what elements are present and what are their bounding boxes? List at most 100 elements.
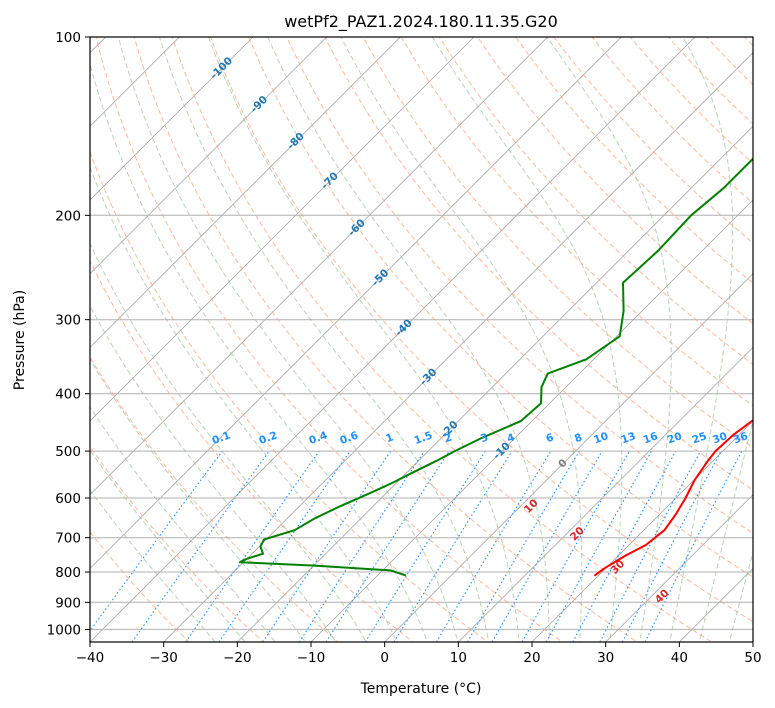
- dry-adiabat-line: [90, 445, 265, 642]
- moist-adiabat-line: [90, 358, 306, 642]
- dry-adiabat-line: [362, 37, 753, 449]
- moist-adiabat-line: [207, 37, 520, 642]
- temperature-profile-line: [594, 419, 753, 577]
- mixing-ratio-label: 4: [505, 431, 516, 445]
- isotherm-line: [90, 37, 328, 275]
- mixing-ratio-line: [218, 450, 351, 642]
- mixing-ratio-label: 2: [443, 431, 454, 445]
- x-tick-label: −30: [149, 650, 178, 666]
- dry-adiabat-line: [667, 37, 753, 125]
- mixing-ratio-label: 36: [732, 430, 750, 446]
- isotherm-line: [90, 37, 475, 422]
- x-tick-label: −20: [223, 650, 252, 666]
- dry-adiabat-line: [400, 37, 753, 407]
- x-axis-title: Temperature (°C): [360, 681, 482, 697]
- y-tick-label: 300: [55, 313, 81, 329]
- dry-adiabat-line: [90, 259, 414, 642]
- x-tick-label: 30: [597, 650, 614, 666]
- isotherm-line: [531, 420, 753, 642]
- dry-adiabat-line: [171, 37, 713, 642]
- isotherm-line: [457, 346, 753, 642]
- moist-adiabat-line: [669, 37, 734, 642]
- dry-adiabat-line: [95, 37, 564, 642]
- mixing-ratio-label: 10: [592, 430, 610, 446]
- isotherm-line: [384, 273, 753, 642]
- isotherm-line: [605, 494, 753, 642]
- mixing-ratio-label: 20: [666, 430, 684, 446]
- x-tick-label: −10: [297, 650, 326, 666]
- isotherm-line: [90, 37, 549, 496]
- mixing-ratio-label: 1: [384, 431, 395, 445]
- y-tick-label: 100: [55, 30, 81, 46]
- mixing-ratio-line: [90, 450, 223, 632]
- dry-adiabat-line: [477, 37, 753, 325]
- moist-adiabat-line: [699, 418, 753, 642]
- mixing-ratio-label: 13: [620, 430, 638, 446]
- x-tick-label: −40: [76, 650, 105, 666]
- dry-adiabat-line: [133, 37, 638, 642]
- moist-adiabat-line: [728, 550, 753, 642]
- dry-adiabat-line: [553, 37, 753, 244]
- mixing-ratio-label: 0.6: [338, 429, 360, 447]
- y-tick-label: 600: [55, 491, 81, 507]
- mixing-ratio-line: [325, 450, 450, 642]
- moist-adiabat-line: [158, 37, 490, 642]
- dewpoint-profile-line: [238, 157, 753, 577]
- isotherm-line: [90, 37, 622, 569]
- y-tick-label: 400: [55, 387, 81, 403]
- isotherm-line: [90, 37, 401, 348]
- mixing-ratio-label: 0.2: [257, 429, 279, 447]
- isotherm-line: [90, 37, 696, 642]
- mixing-ratio-line: [393, 450, 513, 642]
- dry-adiabat-line: [248, 37, 753, 578]
- mixing-ratio-line: [545, 450, 653, 642]
- y-tick-label: 200: [55, 208, 81, 224]
- moist-adiabat-line: [90, 489, 216, 642]
- y-axis-title: Pressure (hPa): [12, 290, 28, 390]
- mixing-ratio-label: 6: [544, 431, 555, 445]
- x-tick-label: 40: [671, 650, 688, 666]
- mixing-ratio-label: 30: [711, 430, 729, 446]
- dry-adiabat-line: [209, 37, 753, 623]
- plot-frame: [89, 36, 754, 643]
- mixing-ratio-label: 0.1: [211, 429, 233, 447]
- mixing-ratio-line: [491, 450, 603, 642]
- mixing-ratio-label: 25: [691, 430, 709, 446]
- chart-title: wetPf2_PAZ1.2024.180.11.35.G20: [284, 12, 558, 32]
- moist-adiabat-line: [90, 242, 367, 642]
- mixing-ratio-label: 3: [479, 431, 490, 445]
- moist-adiabat-line: [546, 37, 672, 642]
- moist-adiabat-line: [117, 37, 459, 642]
- mixing-ratio-line: [572, 450, 677, 642]
- moist-adiabat-line: [267, 37, 550, 642]
- x-tick-label: 20: [523, 650, 540, 666]
- dry-adiabat-line: [90, 531, 190, 642]
- dry-adiabat-line: [286, 37, 753, 534]
- dry-adiabat-line: [591, 37, 753, 204]
- mixing-ratio-label: 1.5: [413, 429, 435, 447]
- moist-adiabat-line: [340, 37, 583, 642]
- moist-adiabat-line: [90, 62, 428, 642]
- dry-adiabat-line: [90, 150, 489, 642]
- y-tick-label: 900: [55, 595, 81, 611]
- x-tick-label: 50: [744, 650, 761, 666]
- mixing-ratio-label: 8: [573, 431, 584, 445]
- moist-adiabat-line: [90, 305, 337, 642]
- mixing-ratio-line: [131, 450, 270, 642]
- mixing-ratio-line: [521, 450, 630, 642]
- mixing-ratio-line: [467, 450, 580, 642]
- y-tick-label: 500: [55, 444, 81, 460]
- y-tick-label: 1000: [47, 622, 81, 638]
- mixing-ratio-label: 16: [642, 430, 660, 446]
- x-tick-label: 10: [450, 650, 467, 666]
- mixing-ratio-line: [364, 450, 486, 642]
- y-tick-label: 700: [55, 531, 81, 547]
- mixing-ratio-line: [185, 450, 320, 642]
- isotherm-line: [236, 125, 753, 642]
- x-tick-label: 0: [380, 650, 389, 666]
- moist-adiabat-line: [431, 37, 623, 642]
- mixing-ratio-line: [435, 450, 552, 642]
- y-tick-label: 800: [55, 565, 81, 581]
- isotherm-line: [90, 37, 254, 201]
